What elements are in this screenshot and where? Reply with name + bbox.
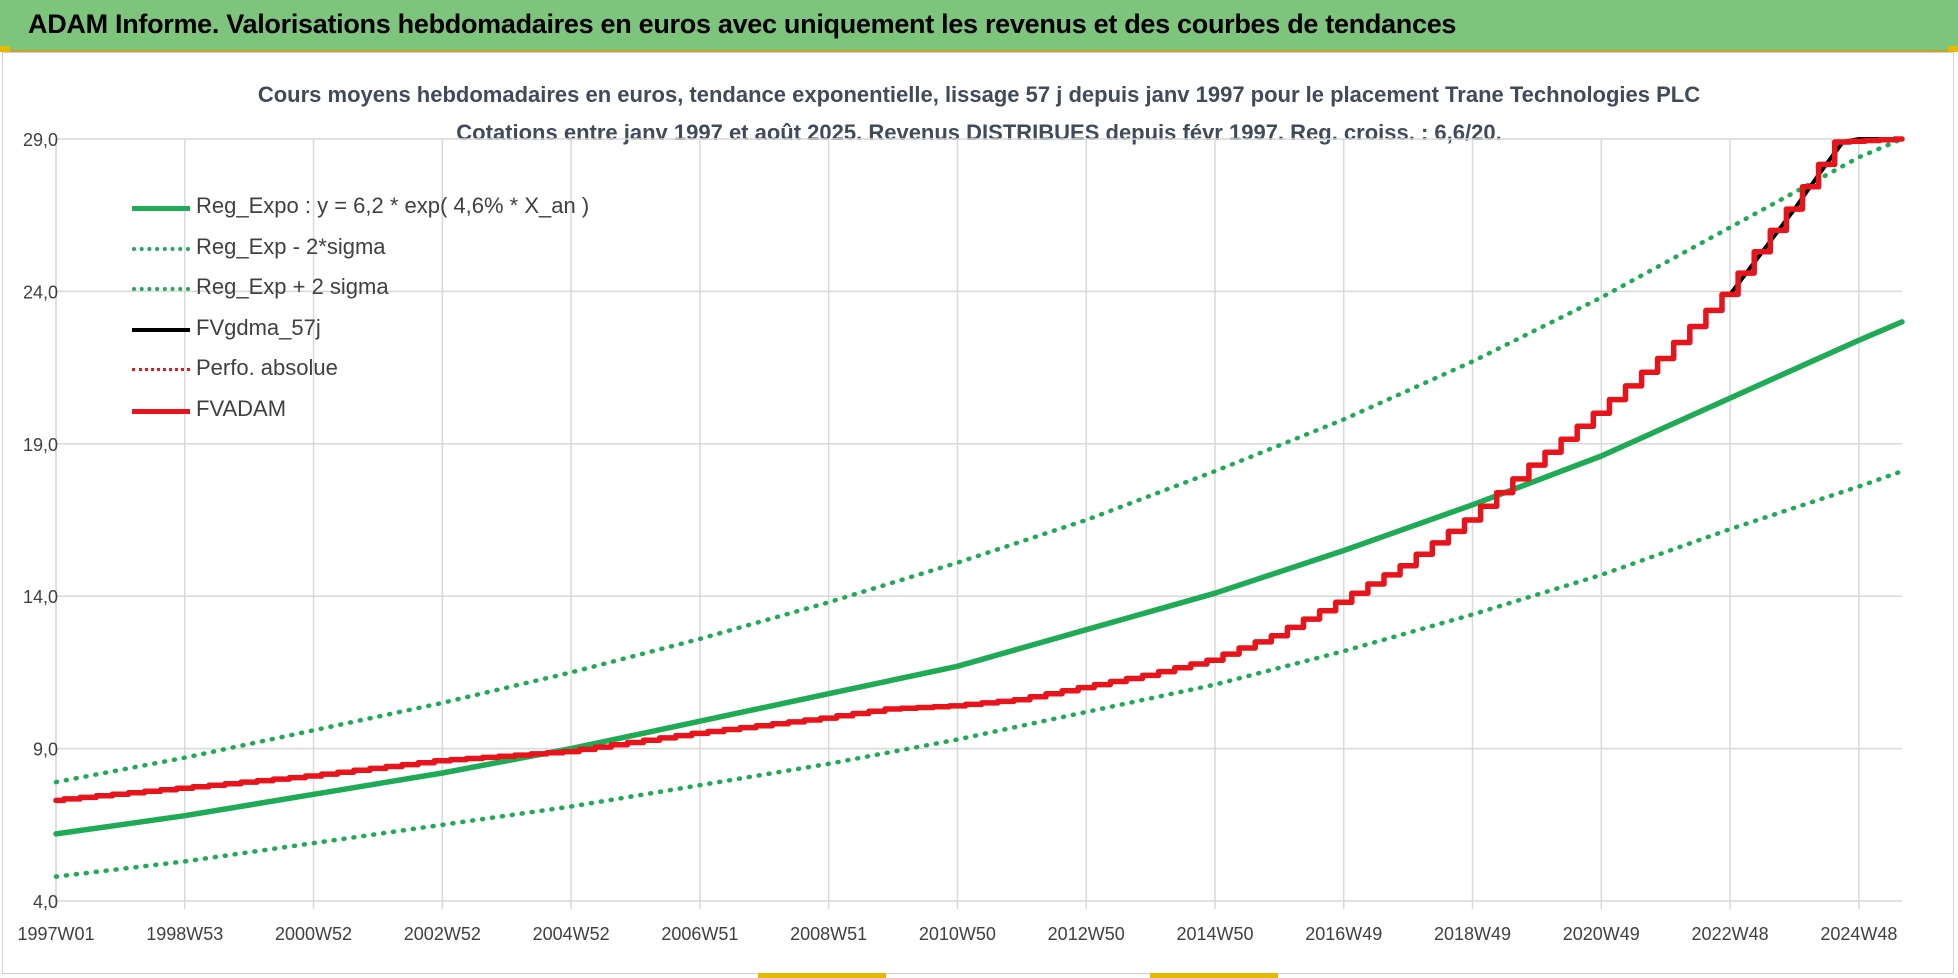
corner-mark-left (0, 46, 10, 52)
series-line-1 (53, 468, 1905, 879)
y-tick-label: 29,0 (23, 130, 58, 150)
legend-swatch-perfo (132, 368, 190, 371)
x-tick-label: 2012W50 (1048, 924, 1125, 944)
grid-layer (55, 138, 1902, 909)
x-tick-label: 2008W51 (790, 924, 867, 944)
x-tick-label: 2022W48 (1692, 924, 1769, 944)
series-line-0 (53, 319, 1905, 837)
x-tick-label: 1997W01 (17, 924, 94, 944)
legend-swatch-reg-exp-plus (132, 287, 190, 291)
y-tick-label: 4,0 (33, 892, 58, 912)
legend-swatch-reg-expo (132, 206, 190, 211)
legend-label-perfo: Perfo. absolue (196, 355, 338, 380)
y-tick-label: 19,0 (23, 435, 58, 455)
x-tick-label: 2004W52 (533, 924, 610, 944)
y-tick-label: 14,0 (23, 587, 58, 607)
chart-frame (2, 52, 1954, 974)
x-tick-label: 2010W50 (919, 924, 996, 944)
legend-label-fvadam: FVADAM (196, 395, 287, 421)
legend-label-reg-expo: Reg_Expo : y = 6,2 * exp( 4,6% * X_an ) (196, 193, 590, 218)
bottom-mark-2 (1150, 973, 1278, 978)
series-layer (53, 136, 1905, 879)
legend-label-fvgdma: FVgdma_57j (196, 314, 321, 340)
series-line-2 (53, 136, 1905, 785)
bottom-mark-1 (758, 973, 886, 978)
legend-label-reg-exp-minus: Reg_Exp - 2*sigma (196, 233, 386, 259)
corner-mark-right (1948, 46, 1958, 52)
legend-label-reg-exp-plus: Reg_Exp + 2 sigma (196, 274, 389, 299)
x-tick-label: 2014W50 (1176, 924, 1253, 944)
x-tick-label: 1998W53 (146, 924, 223, 944)
x-tick-label: 2000W52 (275, 924, 352, 944)
page-title: ADAM Informe. Valorisations hebdomadaire… (28, 9, 1457, 39)
legend-swatch-reg-exp-minus (132, 246, 190, 251)
x-tick-label: 2016W49 (1305, 924, 1382, 944)
x-tick-label: 2006W51 (661, 924, 738, 944)
x-tick-label: 2024W48 (1820, 924, 1897, 944)
chart-title: Cours moyens hebdomadaires en euros, ten… (257, 82, 1701, 107)
x-tick-label: 2020W49 (1563, 924, 1640, 944)
chart-subtitle: Cotations entre janv 1997 et août 2025. … (456, 120, 1502, 145)
x-tick-label: 2018W49 (1434, 924, 1511, 944)
y-tick-label: 24,0 (23, 282, 58, 302)
legend-swatch-fvgdma (132, 327, 190, 332)
y-tick-label: 9,0 (33, 740, 58, 760)
tick-label-layer: 4,0 9,0 14,0 19,0 24,0 29,0 1997W01 1998W53 2000… (17, 130, 1897, 944)
header-banner: ADAM Informe. Valorisations hebdomadaire… (0, 0, 1958, 52)
legend-swatch-fvadam (132, 408, 190, 414)
x-tick-label: 2002W52 (404, 924, 481, 944)
series-line-5 (53, 136, 1905, 804)
